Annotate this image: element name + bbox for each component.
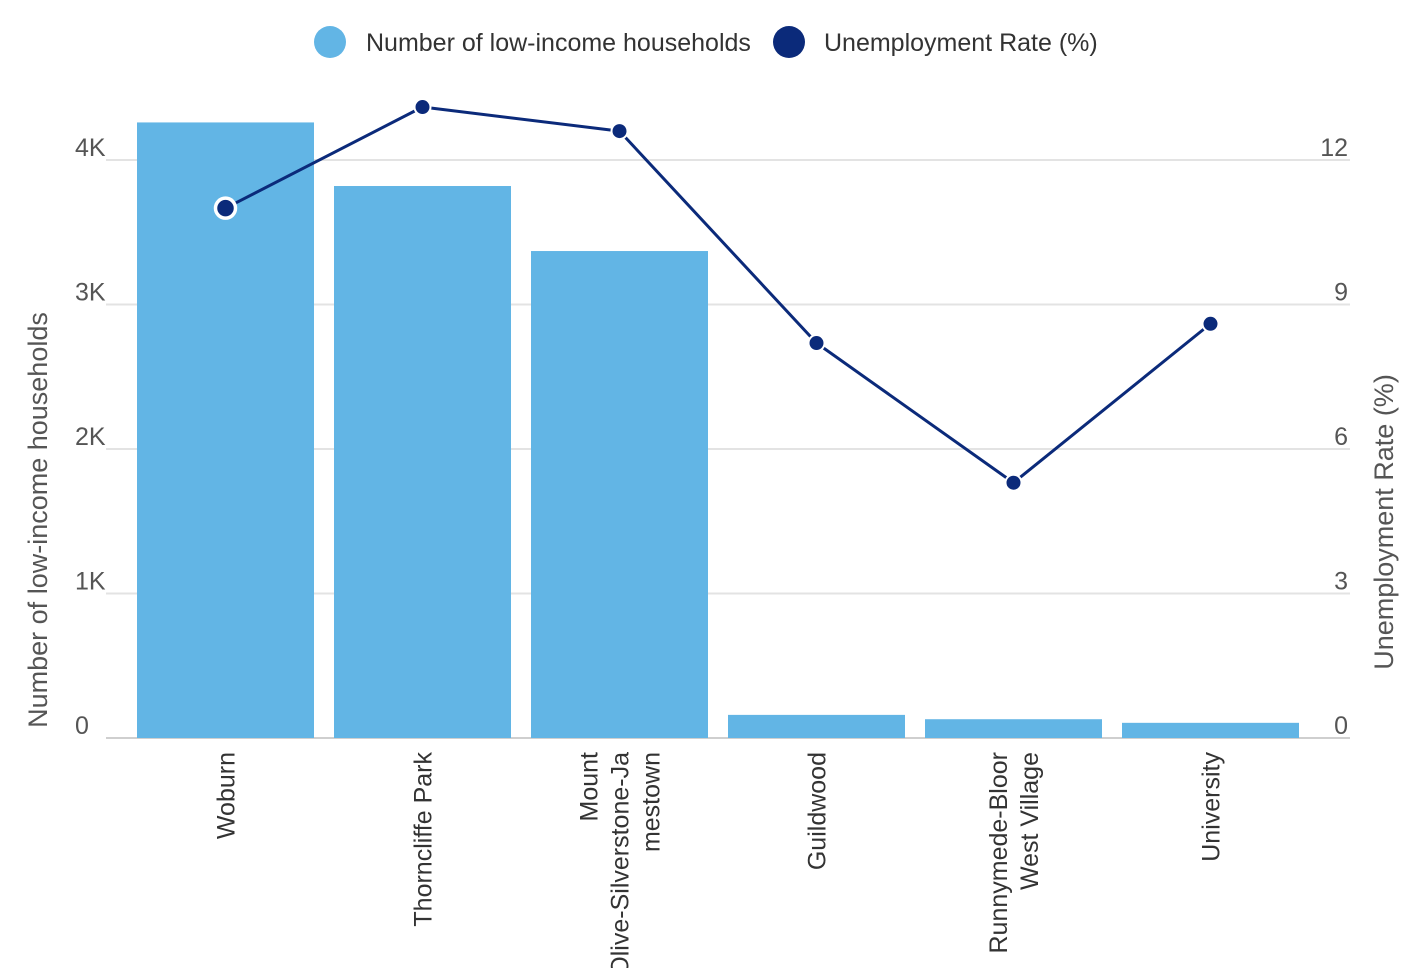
- x-tick-label: Olive-Silverstone-Ja: [607, 752, 635, 968]
- line-series: [213, 98, 1220, 492]
- legend-swatch-unemployment: [773, 26, 805, 58]
- x-tick-label: Guildwood: [804, 752, 832, 870]
- x-tick-label: University: [1198, 752, 1226, 862]
- y-right-tick-label: 3: [1334, 568, 1348, 596]
- line-point[interactable]: [213, 196, 238, 220]
- y-axis-left-title: Number of low-income households: [23, 312, 53, 728]
- y-left-tick-label: 1K: [75, 568, 106, 596]
- bar[interactable]: [137, 122, 314, 739]
- line-point[interactable]: [807, 334, 826, 353]
- legend-label-unemployment[interactable]: Unemployment Rate (%): [824, 29, 1098, 57]
- line-point[interactable]: [413, 98, 432, 117]
- x-tick-label: Mount: [576, 752, 604, 822]
- x-tick-label: West Village: [1016, 752, 1044, 890]
- y-left-tick-label: 3K: [75, 279, 106, 307]
- axes: 0 1K 2K 3K 4K 0 3 6 9 12 Woburn Thorncliffe Park Mou…: [75, 134, 1348, 973]
- line-point[interactable]: [610, 122, 629, 141]
- y-right-tick-label: 9: [1334, 279, 1348, 307]
- legend: Number of low-income households Unemploym…: [314, 26, 1098, 58]
- x-tick-label: Thorncliffe Park: [410, 752, 438, 927]
- y-right-tick-label: 6: [1334, 423, 1348, 451]
- unemployment-line: [224, 105, 1212, 485]
- x-tick-label: mestown: [638, 752, 666, 852]
- bar[interactable]: [531, 251, 708, 738]
- bar[interactable]: [728, 714, 905, 738]
- legend-label-low-income[interactable]: Number of low-income households: [366, 29, 751, 57]
- y-left-tick-label: 0: [75, 712, 89, 740]
- bar-series: [137, 122, 1299, 739]
- x-tick-label: Runnymede-Bloor: [985, 752, 1013, 954]
- x-tick-label: Woburn: [213, 752, 241, 839]
- y-axis-right-title: Unemployment Rate (%): [1369, 374, 1399, 670]
- y-right-tick-label: 12: [1320, 134, 1348, 162]
- bar[interactable]: [334, 186, 511, 738]
- line-point[interactable]: [1004, 473, 1023, 492]
- y-left-tick-label: 2K: [75, 423, 106, 451]
- bar[interactable]: [1122, 722, 1299, 738]
- legend-swatch-low-income: [314, 26, 346, 58]
- line-point[interactable]: [1201, 314, 1220, 333]
- y-left-tick-label: 4K: [75, 134, 106, 162]
- bar[interactable]: [925, 719, 1102, 738]
- y-right-tick-label: 0: [1334, 712, 1348, 740]
